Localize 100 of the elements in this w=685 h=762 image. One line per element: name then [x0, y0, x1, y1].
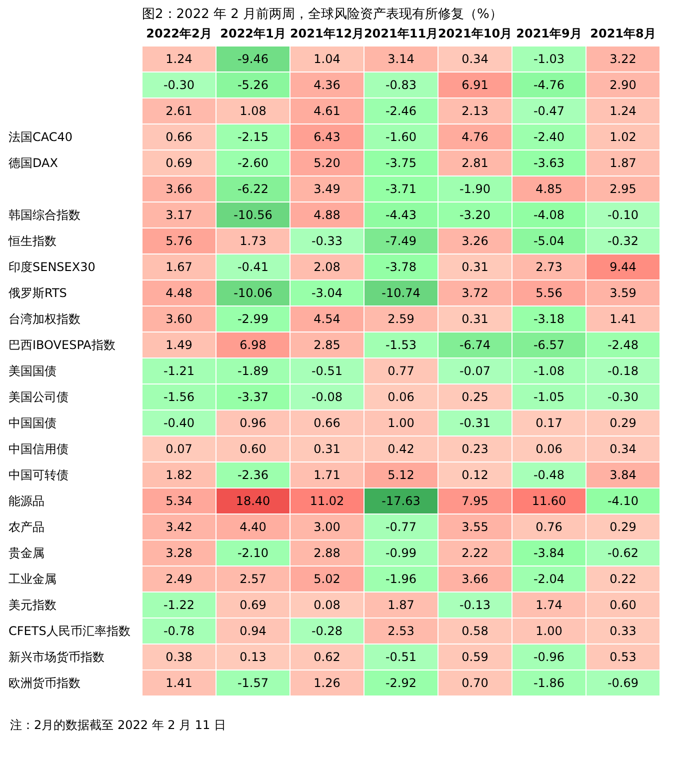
data-label: 1.87 — [388, 598, 414, 612]
data-label: -1.05 — [533, 390, 565, 404]
y-tick-label: 恒生指数 — [8, 234, 56, 248]
data-label: -0.83 — [385, 78, 417, 92]
y-tick-label: 美国公司债 — [8, 390, 68, 404]
data-label: 0.13 — [240, 650, 266, 664]
data-label: -3.75 — [385, 156, 417, 170]
y-tick-label: 台湾加权指数 — [8, 312, 80, 326]
y-tick-label: 农产品 — [8, 520, 44, 534]
data-label: -0.40 — [163, 416, 195, 430]
data-label: -0.47 — [533, 104, 565, 118]
data-label: 0.76 — [536, 520, 562, 534]
y-tick-label: 贵金属 — [8, 546, 44, 560]
data-label: 2.88 — [314, 546, 340, 560]
data-label: 2.53 — [388, 624, 414, 638]
data-label: 1.49 — [166, 338, 192, 352]
data-label: 5.20 — [314, 156, 340, 170]
data-label: 6.98 — [240, 338, 266, 352]
chart-title: 图2：2022 年 2 月前两周，全球风险资产表现有所修复（%） — [142, 7, 502, 22]
data-label: -3.04 — [311, 286, 343, 300]
y-tick-label: 巴西IBOVESPA指数 — [8, 338, 116, 352]
data-label: -2.99 — [237, 312, 269, 326]
data-label: 1.67 — [166, 260, 192, 274]
data-label: -1.08 — [533, 364, 565, 378]
data-label: -5.26 — [237, 78, 269, 92]
data-label: -0.13 — [459, 598, 491, 612]
data-label: 0.22 — [610, 572, 636, 586]
data-label: -3.78 — [385, 260, 417, 274]
data-label: 0.31 — [462, 260, 488, 274]
data-label: 3.49 — [314, 182, 340, 196]
x-tick-label: 2021年8月 — [590, 26, 656, 40]
data-label: 0.62 — [314, 650, 340, 664]
data-label: -1.89 — [237, 364, 269, 378]
data-label: 18.40 — [236, 494, 270, 508]
data-label: -1.22 — [163, 598, 195, 612]
data-label: 2.73 — [536, 260, 562, 274]
data-label: -0.10 — [607, 208, 639, 222]
data-label: 7.95 — [462, 494, 488, 508]
data-label: -3.71 — [385, 182, 417, 196]
data-label: -0.31 — [459, 416, 491, 430]
data-label: 1.08 — [240, 104, 266, 118]
y-tick-label: 欧洲货币指数 — [8, 676, 80, 690]
data-label: 2.95 — [610, 182, 636, 196]
data-label: 1.00 — [388, 416, 414, 430]
data-label: 0.25 — [462, 390, 488, 404]
data-label: 11.60 — [532, 494, 566, 508]
data-label: 0.70 — [462, 676, 488, 690]
data-label: -2.60 — [237, 156, 269, 170]
data-label: -6.74 — [459, 338, 491, 352]
data-label: -0.33 — [311, 234, 343, 248]
data-label: 4.76 — [462, 130, 488, 144]
data-label: -1.56 — [163, 390, 195, 404]
data-label: -0.30 — [163, 78, 195, 92]
data-label: 0.08 — [314, 598, 340, 612]
data-label: 3.17 — [166, 208, 192, 222]
data-label: -1.57 — [237, 676, 269, 690]
data-label: -2.10 — [237, 546, 269, 560]
data-label: 0.34 — [610, 442, 636, 456]
data-label: -0.07 — [459, 364, 491, 378]
data-label: 3.42 — [166, 520, 192, 534]
data-label: -0.08 — [311, 390, 343, 404]
data-label: -2.92 — [385, 676, 417, 690]
data-label: 0.58 — [462, 624, 488, 638]
data-label: 0.59 — [462, 650, 488, 664]
data-label: 2.57 — [240, 572, 266, 586]
data-label: -0.18 — [607, 364, 639, 378]
data-label: -1.03 — [533, 52, 565, 66]
y-tick-label: 印度SENSEX30 — [8, 260, 96, 274]
y-tick-label: 中国可转债 — [8, 468, 68, 482]
data-label: 3.66 — [462, 572, 488, 586]
x-tick-label: 2021年12月 — [290, 26, 364, 40]
data-label: 3.60 — [166, 312, 192, 326]
data-label: 0.06 — [388, 390, 414, 404]
data-label: 3.59 — [610, 286, 636, 300]
data-label: 0.31 — [314, 442, 340, 456]
data-label: -0.77 — [385, 520, 417, 534]
data-label: 5.34 — [166, 494, 192, 508]
data-label: 2.59 — [388, 312, 414, 326]
data-label: 1.00 — [536, 624, 562, 638]
y-tick-label: 韩国综合指数 — [8, 208, 80, 222]
data-label: 9.44 — [610, 260, 636, 274]
data-label: -2.46 — [385, 104, 417, 118]
data-label: -2.40 — [533, 130, 565, 144]
data-label: 1.24 — [610, 104, 636, 118]
data-label: -0.62 — [607, 546, 639, 560]
data-label: 2.85 — [314, 338, 340, 352]
data-label: -2.04 — [533, 572, 565, 586]
y-tick-label: 中国国债 — [8, 416, 56, 430]
data-label: -4.08 — [533, 208, 565, 222]
data-label: -4.43 — [385, 208, 417, 222]
data-label: 0.29 — [610, 520, 636, 534]
data-label: 4.61 — [314, 104, 340, 118]
data-label: 0.66 — [166, 130, 192, 144]
data-label: 3.55 — [462, 520, 488, 534]
data-label: 6.91 — [462, 78, 488, 92]
data-label: -0.51 — [385, 650, 417, 664]
data-label: 5.76 — [166, 234, 192, 248]
data-label: 0.06 — [536, 442, 562, 456]
data-label: -0.51 — [311, 364, 343, 378]
data-label: 0.33 — [610, 624, 636, 638]
